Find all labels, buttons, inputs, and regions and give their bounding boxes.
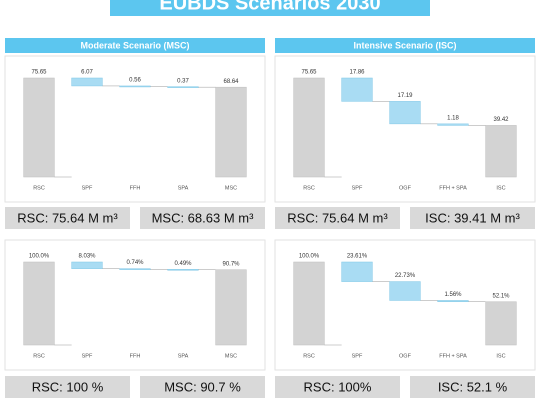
page-title: EUBDS Scenarios 2030 xyxy=(159,0,380,14)
value-label: 0.56 xyxy=(129,78,141,84)
total-bar xyxy=(23,261,55,346)
x-tick-label: OGF xyxy=(399,185,412,191)
x-tick-label: ISC xyxy=(496,185,505,191)
value-label: 1.18 xyxy=(447,115,459,121)
summary-text: RSC: 75.64 M m³ xyxy=(287,210,388,225)
value-label: 17.86 xyxy=(349,70,365,76)
panel-header: Intensive Scenario (ISC) xyxy=(353,40,456,50)
x-tick-label: ISC xyxy=(496,353,505,359)
total-bar xyxy=(293,261,325,346)
total-bar xyxy=(293,77,325,178)
x-tick-label: SPA xyxy=(178,353,189,359)
step-bar xyxy=(437,123,469,126)
summary-text: RSC: 100% xyxy=(304,379,372,394)
summary-text: MSC: 90.7 % xyxy=(164,379,241,394)
x-tick-label: MSC xyxy=(225,185,237,191)
panel-header-bg xyxy=(5,38,265,53)
step-bar xyxy=(341,77,373,102)
value-label: 100.0% xyxy=(299,254,320,260)
summary-box xyxy=(5,207,130,229)
total-bar xyxy=(23,77,55,178)
x-tick-label: RSC xyxy=(33,185,45,191)
step-bar xyxy=(389,101,421,125)
value-label: 1.56% xyxy=(444,292,462,298)
step-bar xyxy=(437,300,469,303)
x-tick-label: RSC xyxy=(303,185,315,191)
summary-text: ISC: 52.1 % xyxy=(438,379,508,394)
total-bar xyxy=(485,301,517,346)
value-label: 52.1% xyxy=(492,293,510,299)
step-bar xyxy=(119,268,151,270)
x-tick-label: SPF xyxy=(82,185,93,191)
title-bar xyxy=(110,0,430,16)
value-label: 17.19 xyxy=(397,93,413,99)
x-tick-label: FFH xyxy=(130,353,141,359)
value-label: 23.61% xyxy=(347,254,368,260)
summary-box xyxy=(275,376,400,398)
step-bar xyxy=(119,85,151,88)
value-label: 0.37 xyxy=(177,78,189,84)
x-tick-label: SPA xyxy=(178,185,189,191)
total-bar xyxy=(215,269,247,346)
summary-text: ISC: 39.41 M m³ xyxy=(425,210,520,225)
value-label: 75.65 xyxy=(301,70,317,76)
value-label: 68.64 xyxy=(223,79,239,85)
x-tick-label: SPF xyxy=(352,185,363,191)
step-bar xyxy=(167,269,199,271)
x-tick-label: FFH + SPA xyxy=(439,185,467,191)
value-label: 75.65 xyxy=(31,70,47,76)
total-bar xyxy=(485,125,517,178)
panel-header-bg xyxy=(275,38,535,53)
x-tick-label: SPF xyxy=(82,353,93,359)
summary-text: MSC: 68.63 M m³ xyxy=(152,210,255,225)
summary-box xyxy=(275,207,400,229)
x-tick-label: SPF xyxy=(352,353,363,359)
summary-box xyxy=(140,207,265,229)
x-tick-label: RSC xyxy=(303,353,315,359)
summary-text: RSC: 75.64 M m³ xyxy=(17,210,118,225)
x-tick-label: OGF xyxy=(399,353,412,359)
step-bar xyxy=(71,77,103,87)
value-label: 0.74% xyxy=(126,260,144,266)
step-bar xyxy=(167,86,199,88)
value-label: 22.73% xyxy=(395,273,416,279)
value-label: 90.7% xyxy=(222,261,240,267)
value-label: 39.42 xyxy=(493,117,509,123)
x-tick-label: FFH + SPA xyxy=(439,353,467,359)
x-tick-label: RSC xyxy=(33,353,45,359)
total-bar xyxy=(215,86,247,178)
value-label: 100.0% xyxy=(29,254,50,260)
step-bar xyxy=(71,261,103,269)
summary-text: RSC: 100 % xyxy=(32,379,104,394)
value-label: 0.49% xyxy=(174,261,192,267)
summary-box xyxy=(410,376,535,398)
summary-box xyxy=(140,376,265,398)
value-label: 6.07 xyxy=(81,70,93,76)
panel-header: Moderate Scenario (MSC) xyxy=(80,40,189,50)
step-bar xyxy=(341,261,373,282)
summary-box xyxy=(5,376,130,398)
step-bar xyxy=(389,281,421,301)
summary-box xyxy=(410,207,535,229)
value-label: 8.03% xyxy=(78,254,96,260)
x-tick-label: FFH xyxy=(130,185,141,191)
x-tick-label: MSC xyxy=(225,353,237,359)
